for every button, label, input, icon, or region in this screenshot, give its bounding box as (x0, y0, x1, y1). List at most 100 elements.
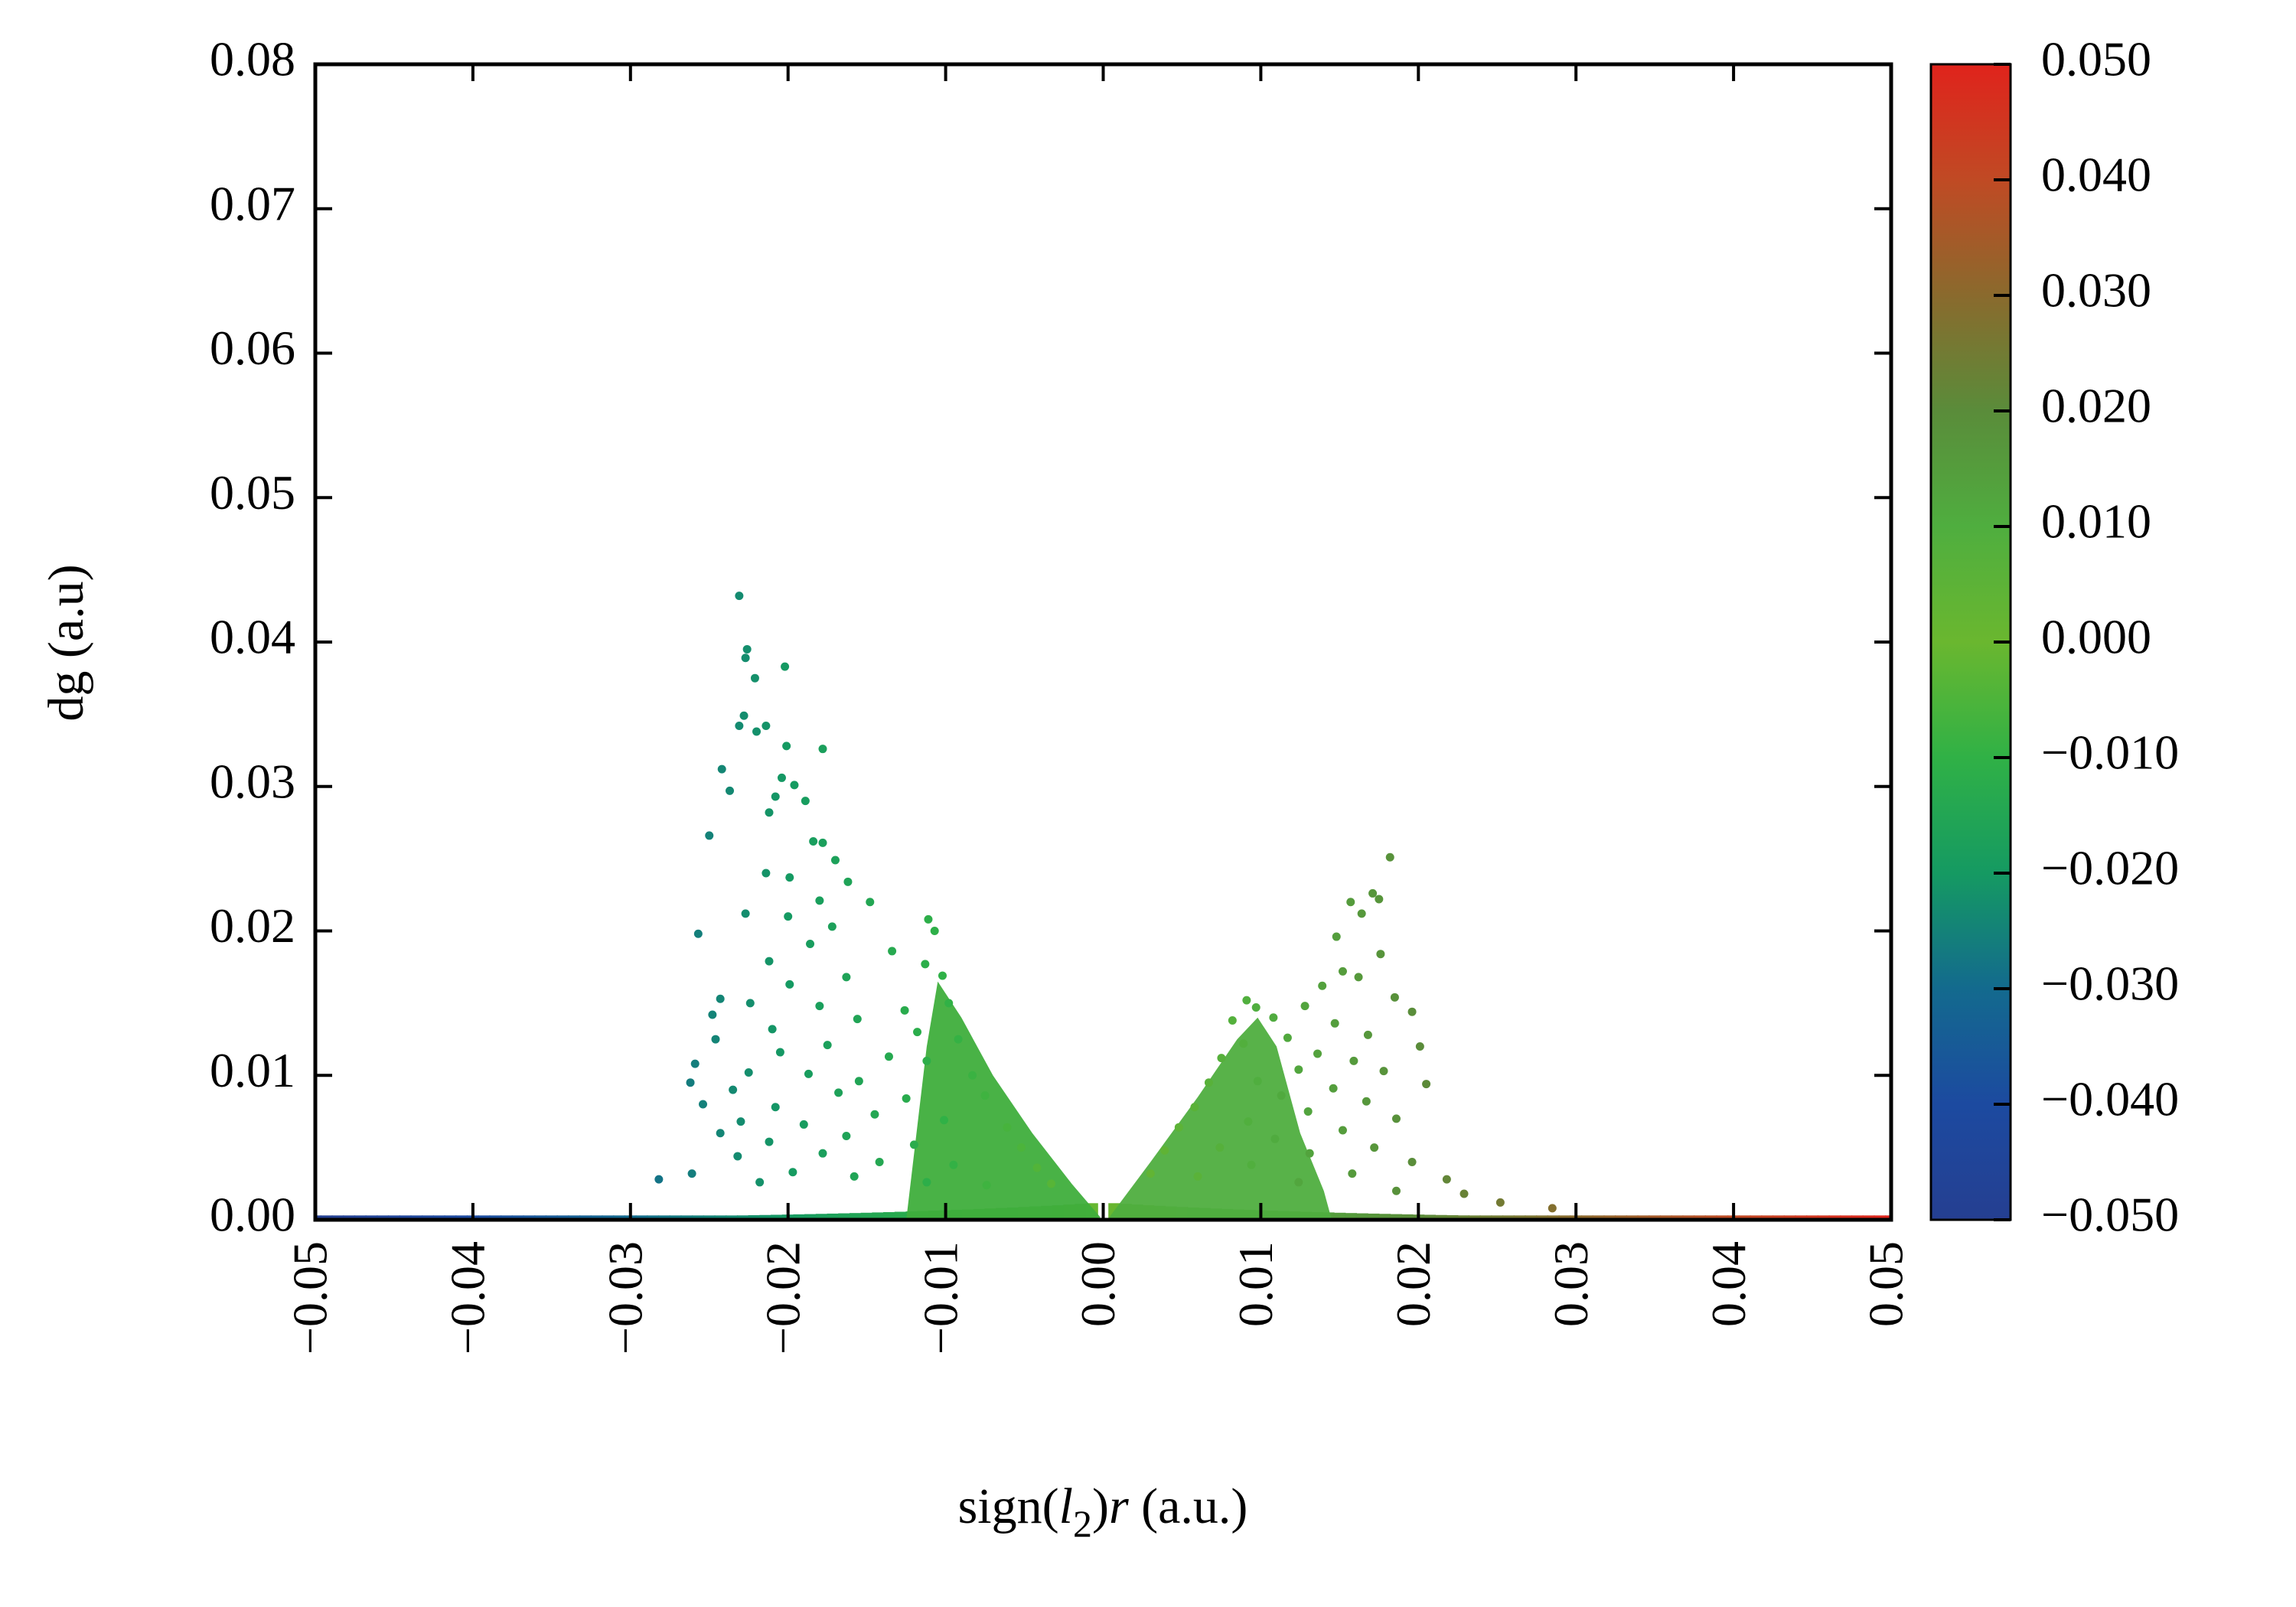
baseline-point (849, 1213, 862, 1220)
baseline-point (736, 1215, 749, 1220)
data-point (762, 721, 771, 730)
baseline-point (1704, 1215, 1717, 1220)
baseline-point (872, 1212, 885, 1220)
data-point (777, 773, 786, 782)
baseline-point (1479, 1215, 1492, 1220)
y-axis-title: dg (a.u) (38, 564, 94, 721)
data-point (765, 957, 774, 966)
baseline-point (399, 1215, 412, 1220)
baseline-point (331, 1215, 344, 1220)
data-point (888, 947, 897, 956)
data-point (1379, 1067, 1388, 1076)
baseline-point (523, 1215, 536, 1220)
baseline-point (1547, 1215, 1560, 1220)
colorbar-tick-label: −0.010 (2041, 725, 2179, 780)
baseline-point (1491, 1215, 1504, 1220)
data-point (741, 909, 750, 918)
baseline-point (1592, 1215, 1605, 1220)
baseline-point (1603, 1215, 1616, 1220)
baseline-point (1738, 1215, 1751, 1220)
x-tick-label: 0.04 (1701, 1241, 1756, 1327)
baseline-point (387, 1215, 400, 1220)
x-axis-title: sign(l2)r (a.u.) (958, 1478, 1248, 1545)
data-point (806, 939, 815, 948)
baseline-point (422, 1215, 435, 1220)
baseline-point (1513, 1215, 1526, 1220)
baseline-point (1333, 1212, 1346, 1220)
data-point (940, 1116, 949, 1125)
y-tick-label: 0.00 (210, 1188, 295, 1242)
data-point (1330, 1019, 1339, 1028)
baseline-point (635, 1215, 648, 1220)
data-point (1016, 1143, 1026, 1152)
baseline-point (545, 1215, 558, 1220)
x-axis: −0.05 −0.04 −0.03 −0.02 −0.01 0.00 0.01 0.02 0.0… (283, 64, 1913, 1354)
baseline-point (1424, 1214, 1437, 1220)
baseline-point (343, 1215, 356, 1220)
baseline-point (827, 1213, 840, 1220)
data-point (842, 1132, 851, 1141)
data-point (809, 836, 818, 846)
baseline-point (703, 1215, 716, 1220)
data-point (771, 1103, 780, 1112)
colorbar: 0.050 0.040 0.030 0.020 0.010 0.000 −0.010 −0.0… (1929, 32, 2179, 1242)
baseline-point (410, 1215, 423, 1220)
data-point (1407, 1007, 1417, 1016)
baseline-point (1783, 1215, 1796, 1220)
data-point (705, 831, 714, 840)
data-point (815, 1002, 824, 1011)
data-point (711, 1035, 720, 1044)
data-point (1294, 1178, 1303, 1187)
baseline-point (1502, 1215, 1515, 1220)
baseline-point (1558, 1215, 1571, 1220)
data-point (1422, 1080, 1431, 1089)
data-point (741, 654, 750, 663)
data-point (944, 999, 954, 1008)
data-point (1362, 1097, 1371, 1106)
baseline-point (354, 1215, 367, 1220)
baseline-point (1885, 1215, 1891, 1220)
data-point (1204, 1078, 1213, 1087)
data-point (1385, 852, 1394, 862)
data-point (1391, 1114, 1401, 1123)
colorbar-tick-label: 0.030 (2041, 263, 2151, 318)
data-point (830, 856, 840, 865)
data-point (775, 1048, 784, 1057)
data-point (1003, 1123, 1012, 1132)
data-point (768, 1025, 777, 1034)
baseline-point (1806, 1215, 1819, 1220)
baseline-point (726, 1215, 739, 1220)
data-point (782, 742, 791, 751)
data-point (1348, 1169, 1357, 1178)
baseline-point (1750, 1215, 1763, 1220)
data-point (1242, 996, 1251, 1005)
data-point (1442, 1175, 1451, 1184)
data-point (949, 1160, 958, 1169)
baseline-point (1851, 1215, 1864, 1220)
baseline-point (1345, 1213, 1358, 1220)
data-point (1349, 1056, 1358, 1065)
data-point (842, 973, 851, 982)
baseline-point (568, 1215, 581, 1220)
baseline-point (770, 1214, 783, 1220)
data-point (755, 1178, 765, 1187)
y-tick-label: 0.08 (210, 32, 295, 86)
data-point (1251, 1003, 1261, 1012)
data-point (1354, 973, 1363, 982)
data-point (790, 781, 799, 790)
data-point (717, 764, 726, 774)
data-point (866, 898, 875, 907)
data-point (693, 929, 703, 938)
data-point (1269, 1013, 1278, 1022)
data-point (733, 1152, 742, 1161)
colorbar-tick-label: −0.050 (2041, 1188, 2179, 1242)
data-point (922, 1178, 931, 1187)
baseline-point (1378, 1214, 1391, 1220)
baseline-point (1457, 1215, 1470, 1220)
data-point (1459, 1189, 1469, 1198)
x-axis-title-var: l (1059, 1478, 1073, 1534)
baseline-point (860, 1212, 873, 1220)
data-point (708, 1010, 717, 1019)
baseline-point (680, 1215, 693, 1220)
